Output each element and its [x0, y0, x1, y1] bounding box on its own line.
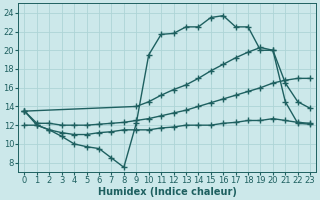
X-axis label: Humidex (Indice chaleur): Humidex (Indice chaleur) [98, 187, 237, 197]
